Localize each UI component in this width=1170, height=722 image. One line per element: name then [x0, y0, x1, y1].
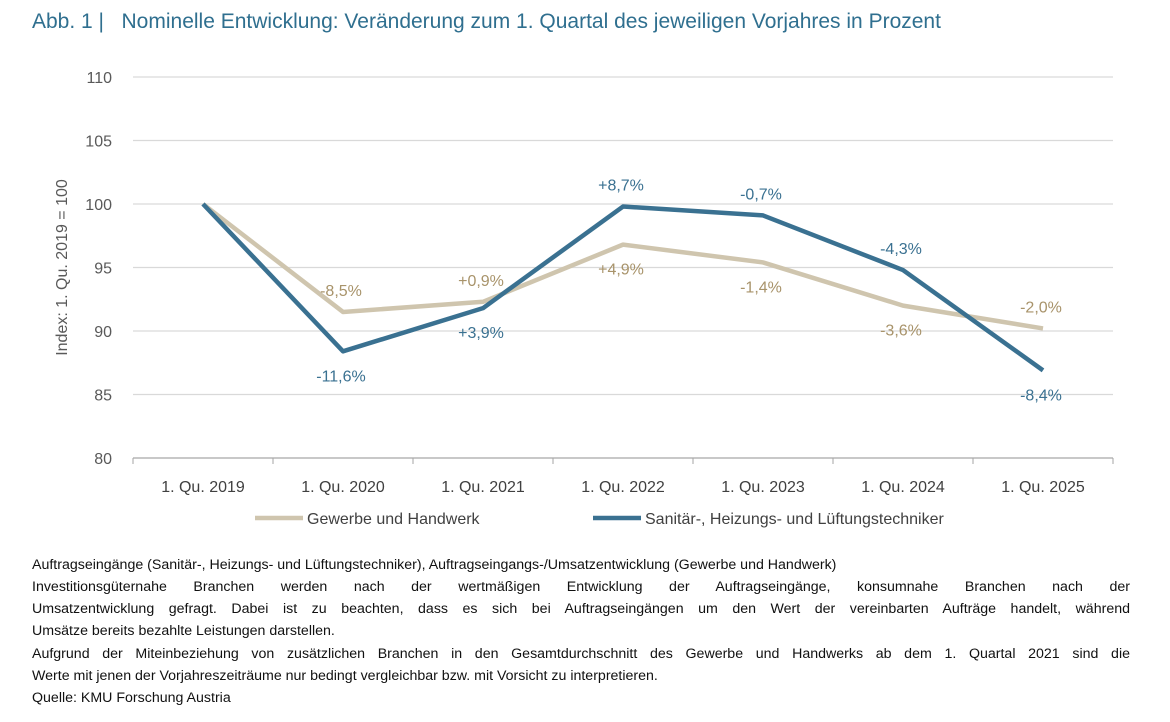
data-label: -8,5%: [320, 283, 362, 300]
y-tick-label: 90: [94, 324, 112, 341]
note-line: Umsatzentwicklung gefragt. Dabei ist zu …: [32, 601, 1130, 617]
x-tick-label: 1. Qu. 2024: [861, 479, 945, 496]
data-label: +4,9%: [598, 262, 644, 279]
note-line: Auftragseingänge (Sanitär-, Heizungs- un…: [32, 557, 837, 573]
y-tick-label: 100: [85, 197, 112, 214]
x-tick-label: 1. Qu. 2020: [301, 479, 385, 496]
data-label: -4,3%: [880, 241, 922, 258]
data-label: +0,9%: [458, 273, 504, 290]
data-label: -11,6%: [316, 368, 366, 385]
legend-label: Sanitär-, Heizungs- und Lüftungstechnike…: [645, 511, 945, 528]
data-label: -3,6%: [880, 323, 922, 340]
data-label: -1,4%: [740, 279, 782, 296]
y-tick-label: 80: [94, 451, 112, 468]
source-note: Quelle: KMU Forschung Austria: [32, 690, 231, 706]
note-line: Werte mit jenen der Vorjahreszeiträume n…: [32, 668, 658, 684]
y-tick-label: 85: [94, 388, 112, 405]
note-line: Umsätze bereits bezahlte Leistungen dars…: [32, 623, 335, 639]
x-tick-label: 1. Qu. 2019: [161, 479, 245, 496]
x-tick-label: 1. Qu. 2023: [721, 479, 805, 496]
note-line: Aufgrund der Miteinbeziehung von zusätzl…: [32, 646, 1130, 662]
line-chart: 80 85 90 95 100 105 110 1. Qu. 2019 1. Qu. 2020 1…: [54, 70, 1114, 528]
legend-label: Gewerbe und Handwerk: [307, 511, 481, 528]
x-tick-label: 1. Qu. 2022: [581, 479, 665, 496]
y-axis-label: Index: 1. Qu. 2019 = 100: [54, 179, 71, 356]
figure-title: Abb. 1 | Nominelle Entwicklung: Veränder…: [32, 10, 941, 33]
y-tick-label: 105: [85, 134, 112, 151]
y-tick-label: 110: [86, 70, 112, 87]
data-label: +3,9%: [458, 325, 504, 342]
note-line: Investitionsgüternahe Branchen werden na…: [32, 579, 1130, 595]
x-tick-label: 1. Qu. 2021: [441, 479, 525, 496]
data-label: -2,0%: [1020, 299, 1062, 316]
y-tick-label: 95: [94, 261, 112, 278]
data-label: -0,7%: [740, 186, 782, 203]
data-label: +8,7%: [598, 178, 644, 195]
data-label: -8,4%: [1020, 387, 1062, 404]
x-tick-label: 1. Qu. 2025: [1001, 479, 1085, 496]
